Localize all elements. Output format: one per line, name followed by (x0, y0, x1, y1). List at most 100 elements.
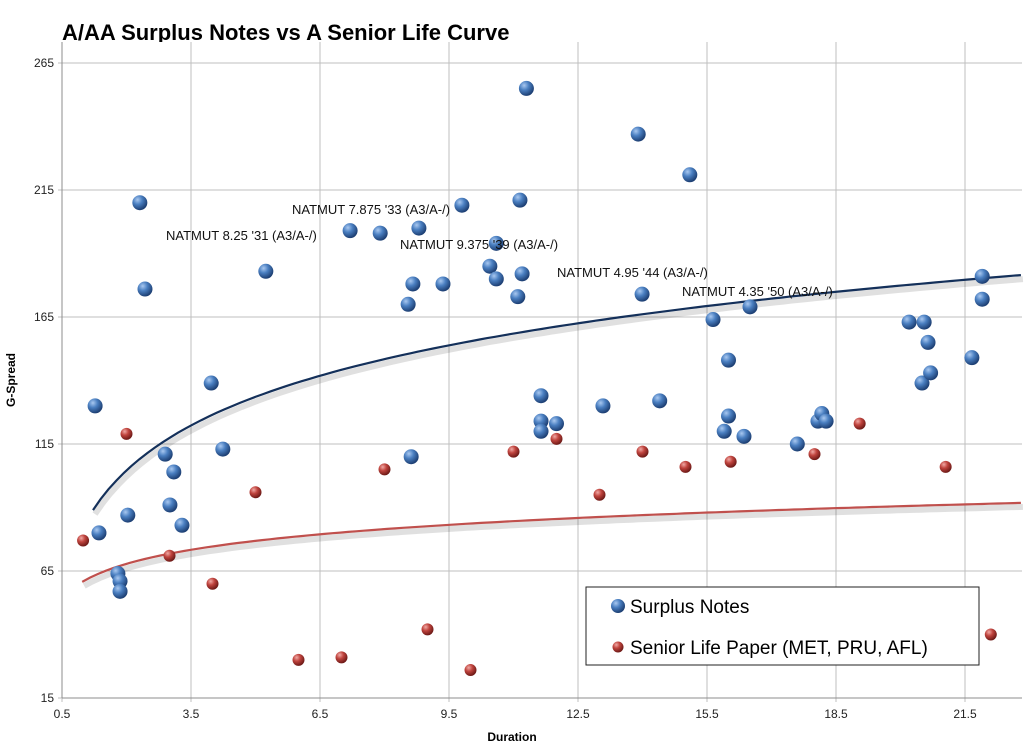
x-tick-label: 6.5 (312, 707, 329, 721)
surplus-notes-point (923, 365, 939, 381)
surplus-notes-point (411, 220, 427, 236)
senior-life-point (636, 445, 649, 458)
surplus-notes-point (518, 80, 534, 96)
surplus-notes-point (974, 291, 990, 307)
point-annotation: NATMUT 4.95 '44 (A3/A-/) (557, 265, 708, 280)
x-tick-label: 21.5 (953, 707, 977, 721)
surplus-notes-point (789, 436, 805, 452)
surplus-notes-point (488, 271, 504, 287)
x-tick-label: 12.5 (566, 707, 590, 721)
legend: Surplus Notes Senior Life Paper (MET, PR… (585, 586, 980, 666)
surplus-notes-point (630, 126, 646, 142)
x-tick-label: 18.5 (824, 707, 848, 721)
chart-title: A/AA Surplus Notes vs A Senior Life Curv… (62, 20, 509, 45)
surplus-notes-point (721, 352, 736, 368)
senior-life-point (984, 628, 997, 641)
surplus-notes-point (901, 314, 917, 330)
surplus-notes-point (736, 428, 752, 444)
x-tick-label: 0.5 (54, 707, 71, 721)
surplus-notes-point (162, 497, 178, 513)
surplus-notes-point (405, 276, 421, 292)
senior-life-point (507, 445, 520, 458)
senior-life-point (378, 463, 391, 476)
senior-life-point (335, 651, 348, 664)
surplus-notes-point (403, 449, 419, 465)
surplus-notes-point (174, 517, 190, 533)
surplus-notes-point (721, 408, 736, 424)
senior-life-point (550, 432, 563, 445)
surplus-notes-point (510, 289, 526, 305)
y-axis-label: G-Spread (4, 353, 18, 407)
legend-label-surplus-notes: Surplus Notes (630, 597, 749, 618)
surplus-notes-point (742, 299, 758, 315)
y-tick-label: 265 (34, 56, 54, 70)
surplus-notes-trendline (92, 274, 1021, 511)
y-tick-label: 165 (34, 310, 54, 324)
surplus-notes-point (964, 350, 980, 366)
surplus-notes-point (91, 525, 107, 541)
surplus-notes-point (258, 263, 274, 279)
surplus-notes-point (454, 197, 470, 213)
x-tick-label: 15.5 (695, 707, 719, 721)
surplus-notes-point (137, 281, 153, 297)
x-tick-label: 3.5 (183, 707, 200, 721)
legend-label-senior-life: Senior Life Paper (MET, PRU, AFL) (630, 638, 928, 659)
surplus-notes-point (916, 314, 932, 330)
surplus-notes-point (514, 266, 530, 282)
trendline-shadow (92, 276, 1024, 516)
senior-life-point (593, 488, 606, 501)
point-annotation: NATMUT 8.25 '31 (A3/A-/) (166, 228, 317, 243)
surplus-notes-point (203, 375, 219, 391)
senior-life-point (939, 460, 952, 473)
senior-life-point (249, 486, 262, 499)
surplus-notes-point (533, 423, 549, 439)
senior-life-trendline (81, 501, 1021, 583)
surplus-notes-point (157, 446, 173, 462)
y-tick-label: 215 (34, 183, 54, 197)
surplus-notes-point (488, 235, 504, 251)
legend-marker-senior-life (612, 641, 624, 653)
surplus-notes-point (215, 441, 231, 457)
surplus-notes-point (595, 398, 611, 414)
x-axis-label: Duration (487, 730, 536, 744)
y-tick-label: 65 (41, 564, 55, 578)
surplus-notes-point (634, 286, 650, 302)
senior-life-point (808, 448, 821, 461)
point-annotation: NATMUT 7.875 '33 (A3/A-/) (292, 202, 450, 217)
legend-marker-surplus-notes (611, 599, 625, 613)
senior-life-point (206, 577, 219, 590)
point-annotation: NATMUT 4.35 '50 (A3/A-/) (682, 284, 833, 299)
surplus-notes-point (112, 583, 128, 599)
surplus-notes-point (914, 375, 930, 391)
surplus-notes-point (120, 507, 136, 523)
surplus-notes-point (818, 413, 834, 429)
surplus-notes-point (974, 268, 990, 284)
point-annotation: NATMUT 9.375 '39 (A3/A-/) (400, 237, 558, 252)
surplus-notes-point (705, 312, 721, 328)
surplus-notes-point (132, 195, 148, 211)
surplus-notes-point (87, 398, 103, 414)
senior-life-point (77, 534, 90, 547)
senior-life-point (292, 653, 305, 666)
surplus-notes-point (435, 276, 451, 292)
senior-life-point (724, 455, 737, 468)
surplus-notes-point (533, 388, 549, 404)
y-tick-label: 15 (41, 691, 55, 705)
senior-life-point (163, 549, 176, 562)
senior-life-point (421, 623, 434, 636)
senior-life-point (120, 427, 133, 440)
senior-life-point (853, 417, 866, 430)
surplus-notes-point (372, 225, 388, 241)
surplus-notes-point (166, 464, 182, 480)
legend-box (585, 586, 980, 666)
surplus-notes-point (652, 393, 668, 409)
surplus-notes-point (682, 167, 698, 183)
x-tick-label: 9.5 (441, 707, 458, 721)
trendline-shadow (82, 503, 1023, 589)
surplus-notes-point (342, 223, 358, 239)
senior-life-point (464, 664, 477, 677)
surplus-notes-point (920, 334, 936, 350)
y-tick-label: 115 (35, 437, 54, 451)
surplus-notes-point (482, 258, 498, 274)
